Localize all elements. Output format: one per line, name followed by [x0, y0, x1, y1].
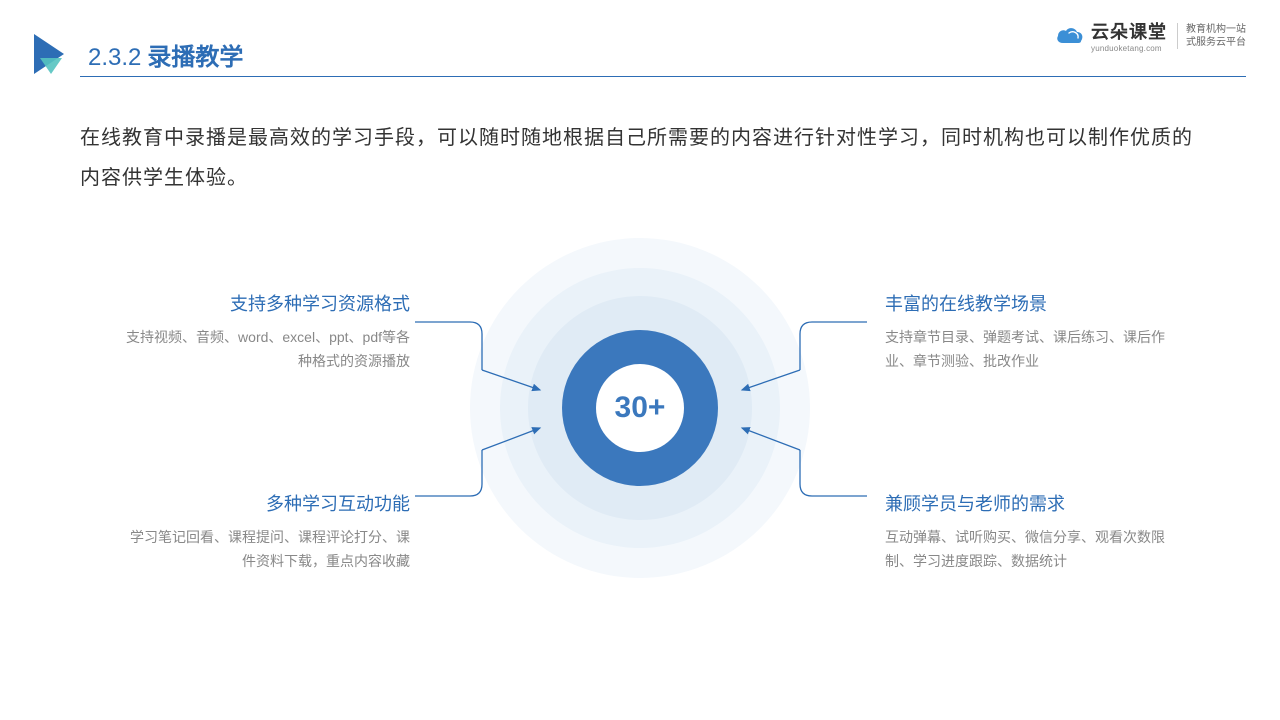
play-triangle-icon [34, 34, 70, 74]
feature-title: 多种学习互动功能 [120, 490, 410, 516]
title-underline [80, 76, 1246, 77]
feature-desc: 学习笔记回看、课程提问、课程评论打分、课件资料下载，重点内容收藏 [120, 526, 410, 574]
feature-top-right: 丰富的在线教学场景 支持章节目录、弹题考试、课后练习、课后作业、章节测验、批改作… [885, 290, 1175, 374]
feature-desc: 支持视频、音频、word、excel、ppt、pdf等各种格式的资源播放 [120, 326, 410, 374]
brand-name: 云朵课堂 [1091, 18, 1167, 44]
feature-desc: 互动弹幕、试听购买、微信分享、观看次数限制、学习进度跟踪、数据统计 [885, 526, 1175, 574]
intro-paragraph: 在线教育中录播是最高效的学习手段，可以随时随地根据自己所需要的内容进行针对性学习… [80, 118, 1200, 198]
feature-top-left: 支持多种学习资源格式 支持视频、音频、word、excel、ppt、pdf等各种… [120, 290, 410, 374]
section-number: 2.3.2 [88, 44, 141, 72]
brand-tagline: 教育机构一站 式服务云平台 [1177, 23, 1246, 49]
brand-text: 云朵课堂 yunduoketang.com [1091, 18, 1167, 53]
feature-title: 支持多种学习资源格式 [120, 290, 410, 316]
tagline-line: 式服务云平台 [1186, 36, 1246, 49]
section-title: 2.3.2 录播教学 [88, 37, 243, 72]
feature-title: 丰富的在线教学场景 [885, 290, 1175, 316]
feature-title: 兼顾学员与老师的需求 [885, 490, 1175, 516]
feature-bottom-left: 多种学习互动功能 学习笔记回看、课程提问、课程评论打分、课件资料下载，重点内容收… [120, 490, 410, 574]
center-value: 30+ [615, 391, 666, 425]
feature-desc: 支持章节目录、弹题考试、课后练习、课后作业、章节测验、批改作业 [885, 326, 1175, 374]
brand-logo: 云朵课堂 yunduoketang.com 教育机构一站 式服务云平台 [1055, 18, 1246, 53]
tagline-line: 教育机构一站 [1186, 23, 1246, 36]
brand-domain: yunduoketang.com [1091, 44, 1167, 53]
feature-diagram: 30+ 支持多种学习资源格式 支持视频、音频、word、excel、ppt、pd… [0, 260, 1280, 660]
cloud-icon [1055, 25, 1085, 47]
feature-bottom-right: 兼顾学员与老师的需求 互动弹幕、试听购买、微信分享、观看次数限制、学习进度跟踪、… [885, 490, 1175, 574]
section-name: 录播教学 [147, 37, 243, 72]
